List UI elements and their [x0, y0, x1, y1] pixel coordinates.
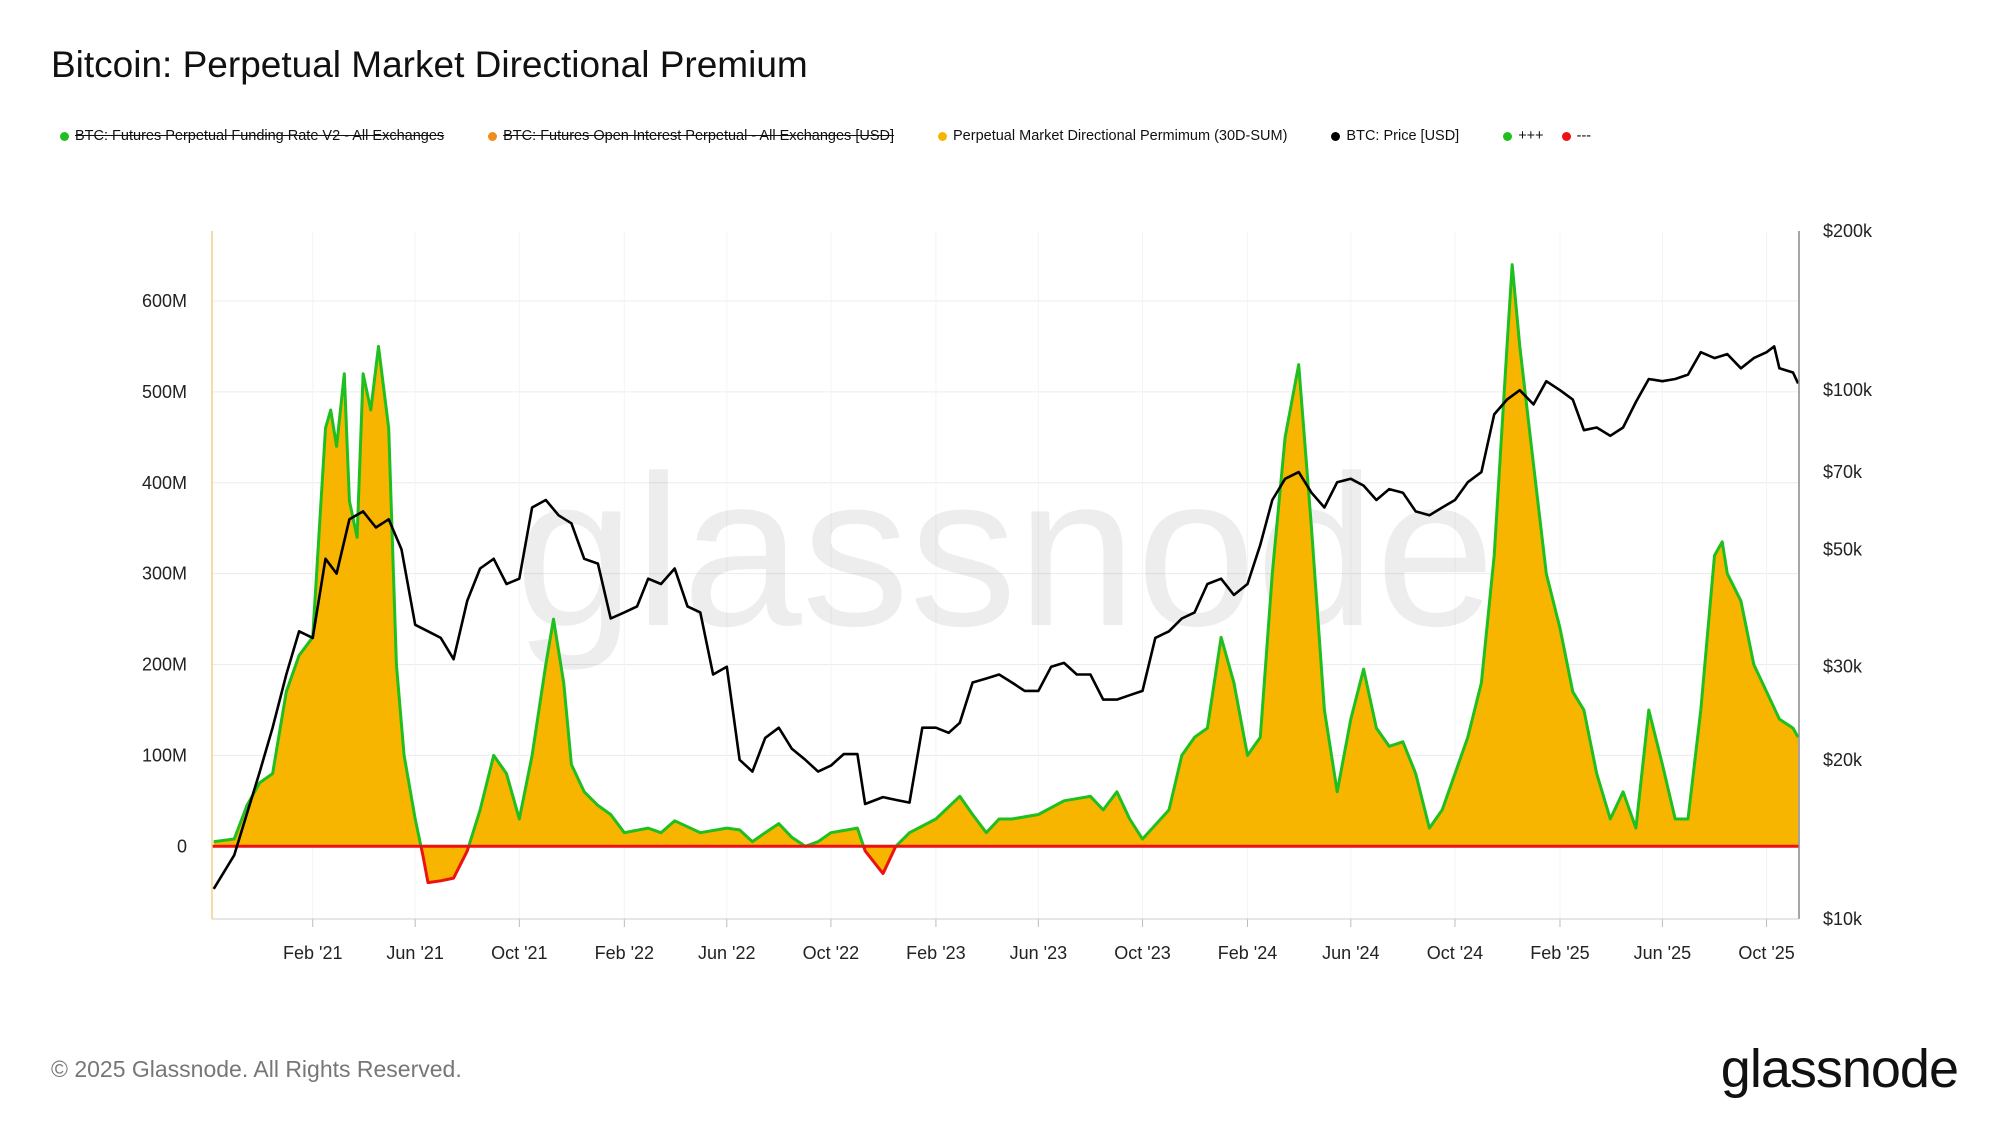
legend-label: --- [1576, 128, 1592, 144]
y-right-tick-label: $30k [1823, 657, 1863, 677]
legend-dot [60, 131, 69, 141]
x-tick-label: Jun '24 [1322, 943, 1379, 963]
y-right-tick-label: $10k [1823, 909, 1863, 929]
y-left-tick-label: 400M [142, 473, 187, 493]
legend-item-negative[interactable]: --- [1561, 128, 1592, 144]
x-tick-label: Feb '24 [1218, 943, 1277, 963]
x-tick-label: Oct '23 [1114, 943, 1170, 963]
glassnode-logo: glassnode [1720, 1039, 1959, 1099]
x-tick-label: Oct '21 [491, 943, 547, 963]
legend-item-directional-premium[interactable]: Perpetual Market Directional Permimum (3… [938, 128, 1287, 144]
legend-item-btc-price[interactable]: BTC: Price [USD] [1331, 128, 1459, 144]
legend-dot [488, 131, 498, 141]
x-tick-label: Jun '25 [1634, 943, 1691, 963]
x-tick-label: Feb '22 [595, 943, 654, 963]
watermark: glassnode [515, 430, 1495, 671]
x-tick-label: Jun '22 [698, 943, 755, 963]
y-left-tick-label: 500M [142, 382, 187, 402]
legend-dot [938, 131, 948, 141]
x-tick-label: Oct '24 [1427, 943, 1483, 963]
legend-label: BTC: Futures Open Interest Perpetual - A… [503, 128, 895, 144]
y-right-tick-label: $50k [1823, 539, 1863, 559]
x-tick-label: Feb '23 [906, 943, 965, 963]
axes: 0 100M 200M 300M 400M 500M 600M Feb '21 Jun '21 O… [142, 221, 1873, 963]
legend-label: +++ [1518, 128, 1544, 144]
legend-label: BTC: Price [USD] [1346, 128, 1460, 144]
btc-price-line [212, 345, 1800, 890]
y-left-tick-label: 300M [142, 564, 187, 584]
x-tick-label: Jun '23 [1010, 943, 1067, 963]
y-left-tick-label: 600M [142, 291, 187, 311]
legend-item-open-interest[interactable]: BTC: Futures Open Interest Perpetual - A… [488, 128, 894, 144]
x-tick-label: Oct '25 [1738, 943, 1794, 963]
legend-item-positive[interactable]: +++ [1503, 128, 1544, 144]
legend: BTC: Futures Perpetual Funding Rate V2 -… [60, 128, 1609, 144]
x-tick-label: Feb '21 [283, 943, 342, 963]
y-left-tick-label: 0 [177, 836, 187, 856]
plot-layer [212, 263, 1800, 890]
chart-title: Bitcoin: Perpetual Market Directional Pr… [51, 44, 808, 85]
legend-item-funding-rate[interactable]: BTC: Futures Perpetual Funding Rate V2 -… [60, 128, 444, 144]
y-left-tick-label: 200M [142, 655, 187, 675]
x-tick-label: Oct '22 [803, 943, 859, 963]
legend-label: BTC: Futures Perpetual Funding Rate V2 -… [75, 128, 445, 144]
legend-dot [1331, 131, 1341, 141]
x-tick-label: Jun '21 [386, 943, 443, 963]
copyright: © 2025 Glassnode. All Rights Reserved. [51, 1056, 462, 1082]
x-tick-label: Feb '25 [1530, 943, 1589, 963]
legend-label: Perpetual Market Directional Permimum (3… [953, 128, 1288, 144]
y-left-tick-label: 100M [142, 745, 187, 765]
legend-dot [1503, 131, 1513, 141]
premium-area [213, 264, 1799, 883]
legend-dot [1561, 131, 1571, 141]
y-right-tick-label: $100k [1823, 380, 1873, 400]
premium-line-positive [213, 263, 1799, 847]
y-right-tick-label: $70k [1823, 462, 1863, 482]
y-right-tick-label: $20k [1823, 750, 1863, 770]
y-right-tick-label: $200k [1823, 221, 1873, 241]
